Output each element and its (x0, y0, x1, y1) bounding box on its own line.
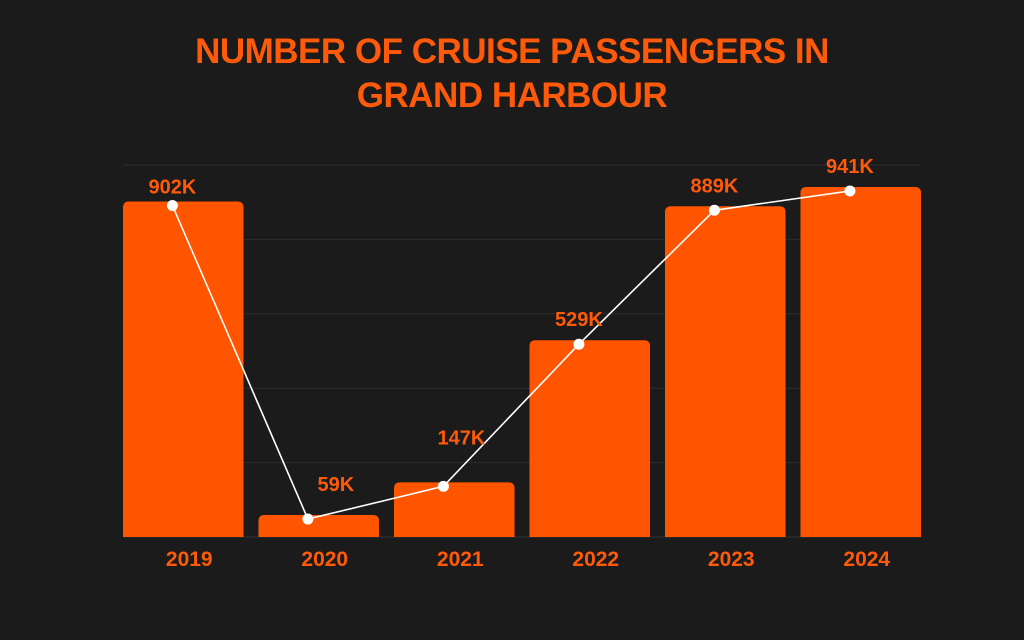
data-label: 147K (437, 427, 485, 449)
chart-title-line-2: GRAND HARBOUR (356, 76, 668, 115)
line-marker (844, 185, 856, 197)
x-tick-label: 2019 (166, 548, 213, 571)
x-tick-label: 2022 (572, 548, 619, 571)
bar (258, 515, 379, 537)
data-label: 529K (555, 309, 603, 331)
bar (394, 482, 515, 537)
line-marker (302, 513, 314, 525)
data-label: 889K (690, 175, 738, 197)
chart-title: NUMBER OF CRUISE PASSENGERS IN GRAND HAR… (0, 30, 1024, 118)
data-label: 59K (318, 474, 355, 496)
x-tick-labels: 2019 2020 2021 2022 2023 2024 (166, 548, 891, 571)
bar (529, 340, 650, 537)
bar (123, 201, 244, 537)
trend-line (166, 185, 856, 525)
data-label: 902K (148, 176, 196, 198)
line-marker (166, 199, 178, 211)
line-series (171, 190, 851, 520)
bar (800, 186, 921, 537)
bars (123, 186, 921, 538)
data-label: 941K (826, 156, 874, 178)
gridlines (123, 164, 921, 538)
data-labels: 902K 59K 147K 529K 889K 941K (148, 156, 874, 496)
x-tick-label: 2023 (708, 548, 755, 571)
x-tick-label: 2021 (437, 548, 484, 571)
x-tick-label: 2024 (843, 548, 890, 571)
x-tick-label: 2020 (301, 548, 348, 571)
bar (665, 206, 786, 538)
line-marker (437, 480, 449, 492)
line-marker (708, 204, 720, 216)
line-marker (573, 338, 585, 350)
chart-title-line-1: NUMBER OF CRUISE PASSENGERS IN (195, 32, 829, 71)
